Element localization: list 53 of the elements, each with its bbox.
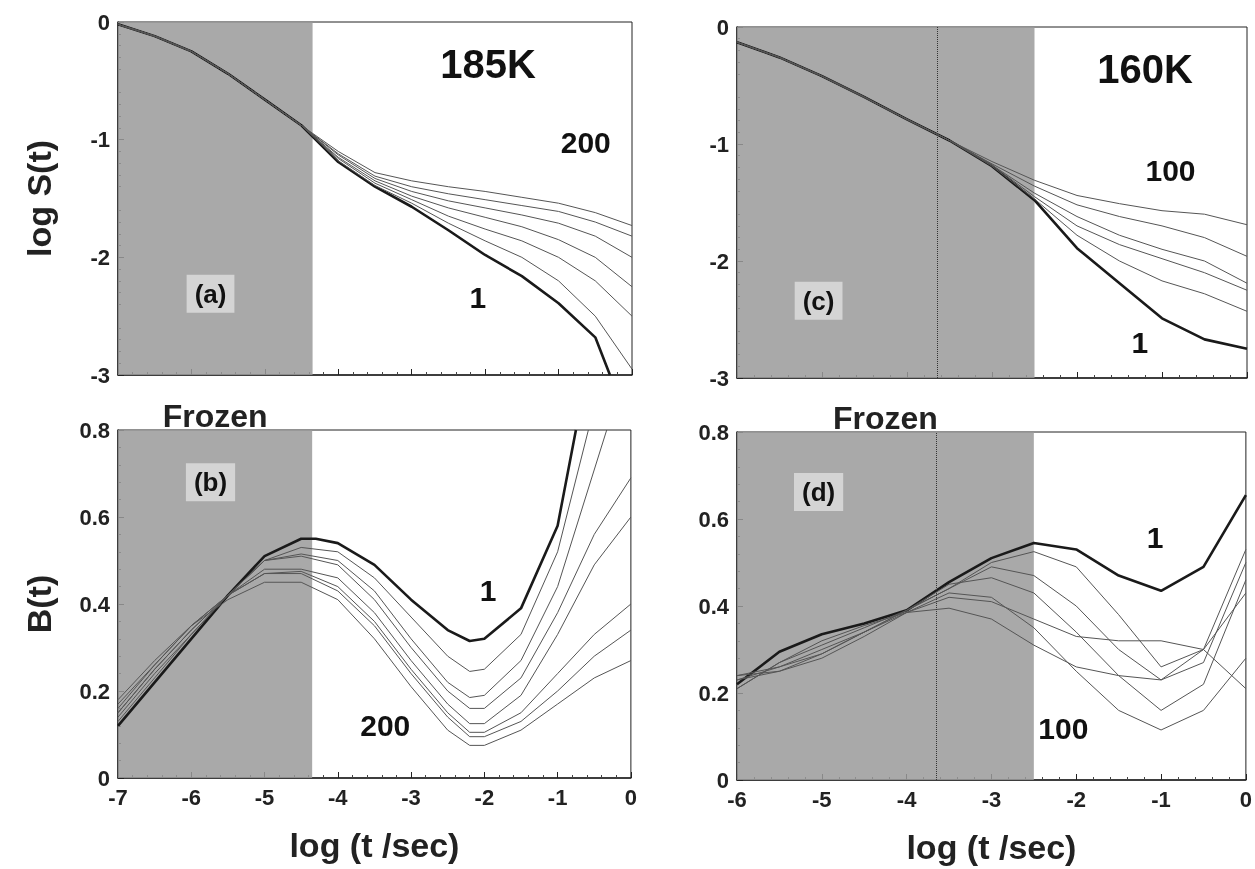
annotation: 185K [440, 42, 537, 87]
y-axis-title: B(t) [20, 574, 58, 634]
annotation: (a) [194, 278, 227, 309]
y-tick-label: 0.8 [79, 417, 110, 443]
x-tick-label: -5 [812, 786, 832, 812]
annotation: 1 [1146, 521, 1164, 555]
y-tick-label: -3 [90, 362, 110, 388]
y-tick-label: -2 [90, 244, 110, 270]
annotation: 200 [360, 709, 411, 743]
x-tick-label: -3 [981, 786, 1002, 812]
y-tick-label: -1 [709, 131, 729, 157]
y-tick-label: 0 [716, 767, 729, 793]
y-axis-title: log S(t) [20, 139, 58, 258]
band-label: Frozen [832, 400, 938, 436]
annotation: 1 [469, 280, 487, 314]
band-label: Frozen [162, 398, 268, 434]
annotation: (c) [802, 285, 835, 316]
x-tick-label: -4 [328, 784, 349, 810]
x-tick-label: 0 [1239, 786, 1253, 812]
y-tick-label: 0.6 [698, 506, 729, 532]
annotation: (b) [193, 467, 228, 498]
x-tick-label: -2 [1066, 786, 1087, 812]
x-tick-label: -1 [547, 784, 568, 810]
annotation: 100 [1145, 154, 1196, 188]
y-tick-label: 0 [97, 765, 110, 791]
x-tick-label: -5 [254, 784, 275, 810]
annotation: 100 [1038, 712, 1089, 746]
y-tick-label: 0 [97, 9, 110, 35]
y-tick-label: -3 [709, 365, 729, 391]
annotation: 1 [479, 573, 497, 607]
x-tick-label: 0 [624, 784, 638, 810]
annotation: 1 [1131, 326, 1149, 360]
y-tick-label: 0.2 [698, 680, 729, 706]
x-tick-label: -1 [1151, 786, 1171, 812]
x-tick-label: -4 [896, 786, 918, 812]
y-tick-label: 0.2 [79, 678, 110, 704]
x-tick-label: -2 [474, 784, 495, 810]
x-tick-label: -6 [181, 784, 202, 810]
y-tick-label: 0.6 [79, 504, 110, 530]
annotation: (d) [802, 477, 836, 508]
x-tick-label: -6 [727, 786, 747, 812]
x-tick-label: -3 [401, 784, 421, 810]
y-tick-label: 0.8 [698, 419, 729, 445]
x-tick-label: -7 [108, 784, 128, 810]
y-tick-label: -1 [90, 127, 110, 153]
annotation: 200 [560, 125, 611, 159]
y-tick-label: -2 [709, 248, 729, 274]
x-axis-title: log (t /sec) [906, 828, 1077, 866]
y-tick-label: 0.4 [698, 593, 730, 619]
y-tick-label: 0.4 [79, 591, 111, 617]
x-axis-title: log (t /sec) [289, 826, 460, 864]
y-tick-label: 0 [716, 14, 729, 40]
annotation: 160K [1097, 47, 1193, 92]
